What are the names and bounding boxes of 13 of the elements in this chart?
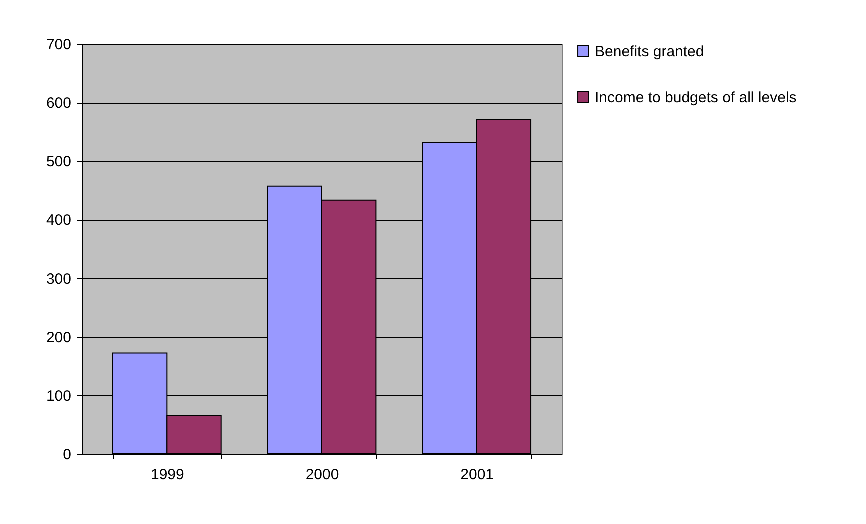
x-tick-label: 2001 [460, 466, 494, 484]
legend-label: Benefits granted [595, 44, 704, 60]
x-tick-label: 1999 [150, 466, 184, 484]
y-tick-label: 700 [46, 36, 72, 54]
y-tick-label: 300 [46, 270, 72, 288]
y-tick-label: 200 [46, 329, 72, 346]
y-tick-label: 400 [46, 212, 72, 230]
y-tick-label: 500 [46, 154, 72, 171]
legend-label: Income to budgets of all levels [595, 90, 797, 106]
x-tick-label: 2000 [306, 466, 340, 484]
y-tick-label: 100 [46, 388, 72, 405]
y-tick-label: 0 [63, 446, 72, 464]
y-tick-label: 600 [46, 95, 72, 112]
